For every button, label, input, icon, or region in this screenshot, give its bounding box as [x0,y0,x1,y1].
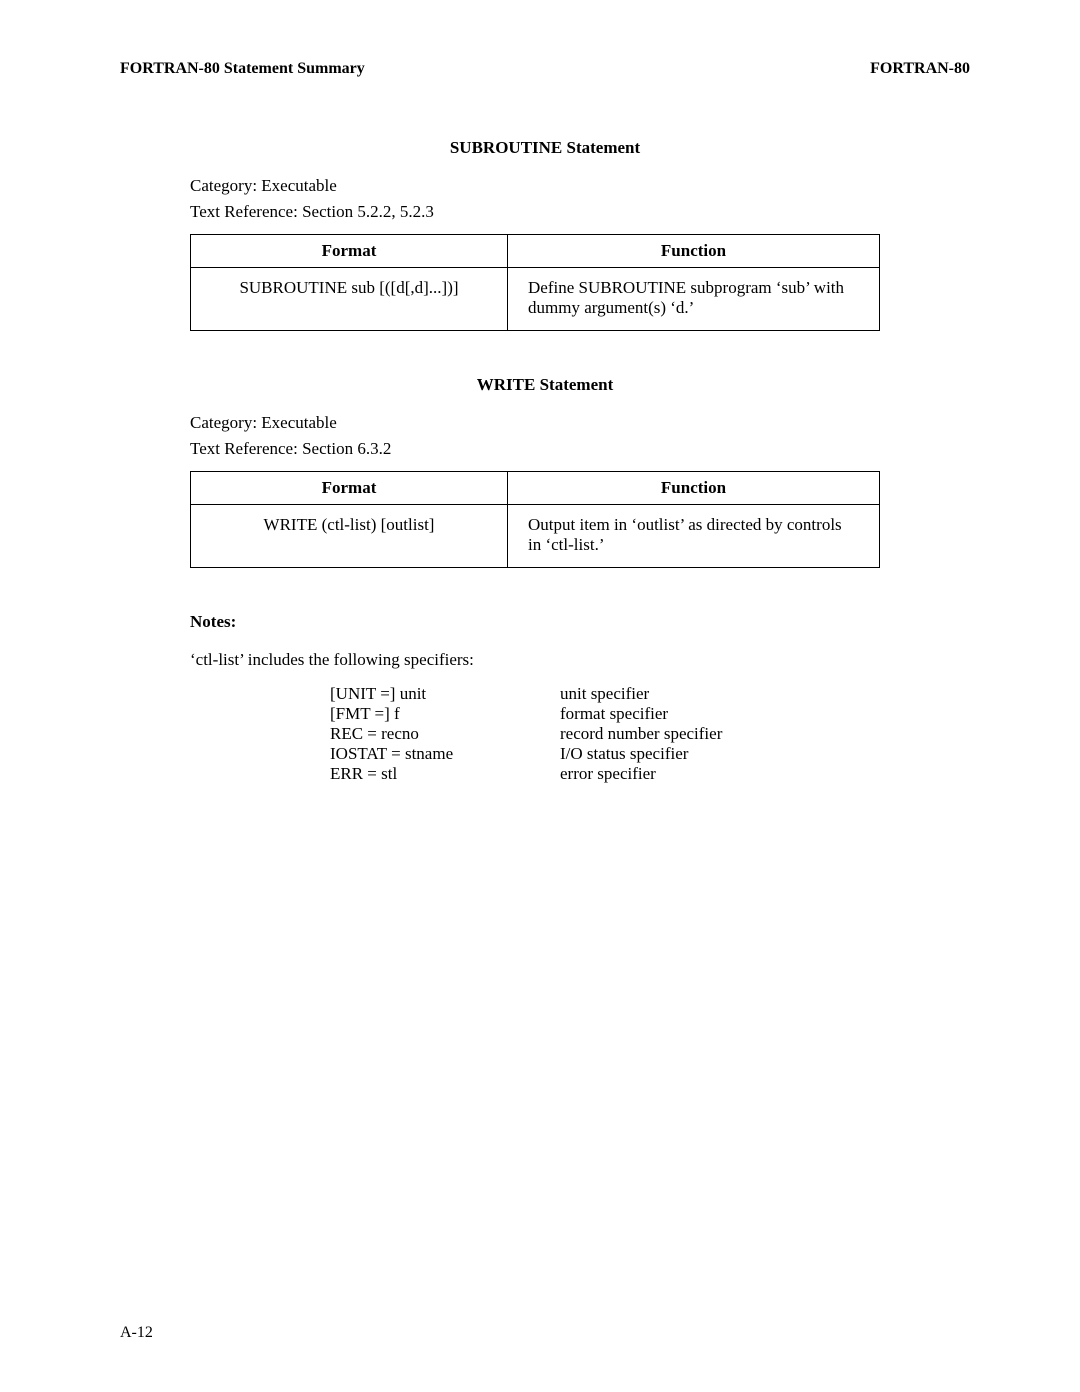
list-item: REC = recno record number specifier [330,724,970,744]
list-item: ERR = stl error specifier [330,764,970,784]
format-cell: SUBROUTINE sub [([d[,d]...])] [191,268,508,331]
notes-intro: ‘ctl-list’ includes the following specif… [190,650,970,670]
page-number: A-12 [120,1324,153,1342]
subroutine-table: Format Function SUBROUTINE sub [([d[,d].… [190,234,880,331]
spec-key: REC = recno [330,724,560,744]
header-right: FORTRAN-80 [870,60,970,78]
subroutine-title: SUBROUTINE Statement [120,138,970,158]
spec-val: unit specifier [560,684,649,704]
write-title: WRITE Statement [120,375,970,395]
spec-key: [FMT =] f [330,704,560,724]
spec-val: error specifier [560,764,656,784]
write-table: Format Function WRITE (ctl-list) [outlis… [190,471,880,568]
function-cell: Output item in ‘outlist’ as directed by … [508,505,880,568]
spec-key: IOSTAT = stname [330,744,560,764]
list-item: [FMT =] f format specifier [330,704,970,724]
spec-val: record number specifier [560,724,722,744]
table-row: Format Function [191,235,880,268]
write-reference: Text Reference: Section 6.3.2 [190,439,970,459]
list-item: IOSTAT = stname I/O status specifier [330,744,970,764]
subroutine-category: Category: Executable [190,176,970,196]
table-row: WRITE (ctl-list) [outlist] Output item i… [191,505,880,568]
col-header-function: Function [508,472,880,505]
spec-key: ERR = stl [330,764,560,784]
header-left: FORTRAN-80 Statement Summary [120,60,365,78]
page: FORTRAN-80 Statement Summary FORTRAN-80 … [0,0,1080,844]
notes-heading: Notes: [190,612,970,632]
format-cell: WRITE (ctl-list) [outlist] [191,505,508,568]
list-item: [UNIT =] unit unit specifier [330,684,970,704]
spec-key: [UNIT =] unit [330,684,560,704]
table-row: Format Function [191,472,880,505]
col-header-format: Format [191,235,508,268]
spec-val: I/O status specifier [560,744,688,764]
running-header: FORTRAN-80 Statement Summary FORTRAN-80 [120,60,970,78]
spec-val: format specifier [560,704,668,724]
write-category: Category: Executable [190,413,970,433]
col-header-format: Format [191,472,508,505]
col-header-function: Function [508,235,880,268]
table-row: SUBROUTINE sub [([d[,d]...])] Define SUB… [191,268,880,331]
function-cell: Define SUBROUTINE subprogram ‘sub’ with … [508,268,880,331]
subroutine-reference: Text Reference: Section 5.2.2, 5.2.3 [190,202,970,222]
specifier-list: [UNIT =] unit unit specifier [FMT =] f f… [330,684,970,784]
